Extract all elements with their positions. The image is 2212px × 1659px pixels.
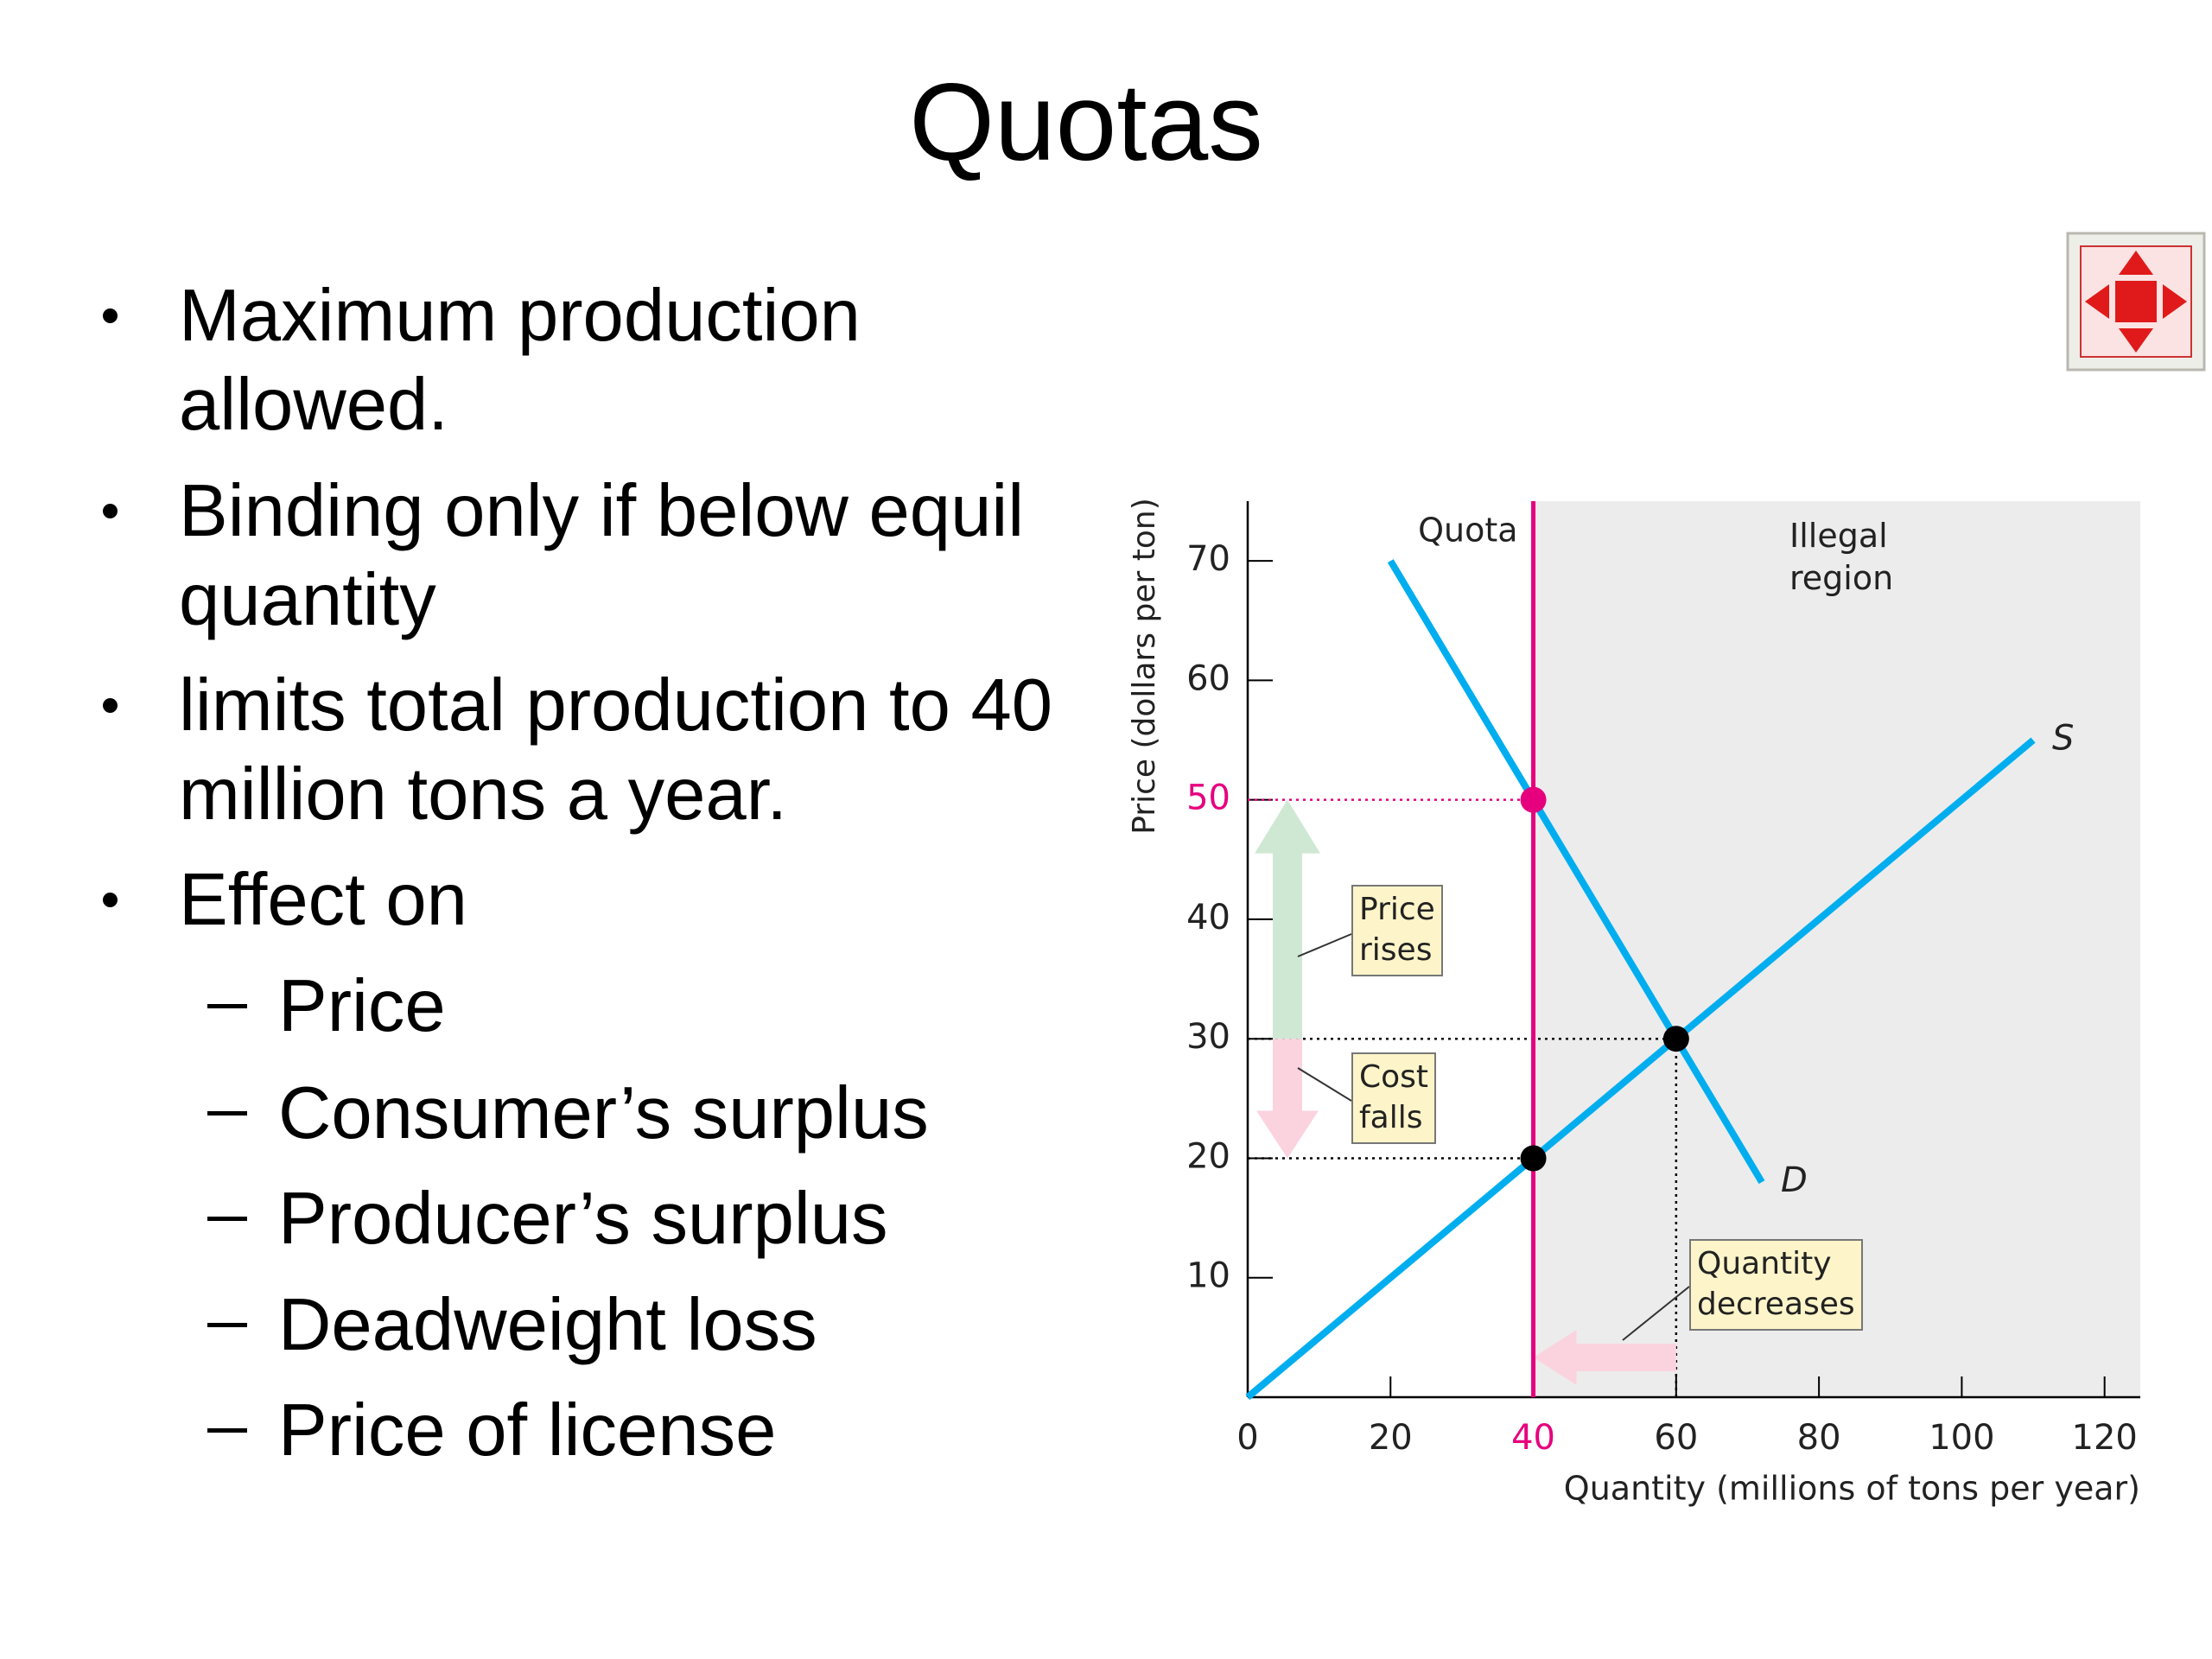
leader-line — [1622, 1286, 1690, 1341]
x-tick-label: 20 — [1369, 1418, 1413, 1458]
y-axis-label: Price (dollars per ton) — [1127, 498, 1162, 835]
y-tick-label: 70 — [1186, 539, 1230, 579]
x-tick-label: 80 — [1797, 1418, 1841, 1458]
curve-label: D — [1781, 1160, 1808, 1200]
curve — [1245, 737, 2036, 1401]
change-arrow — [1255, 799, 1320, 1039]
y-tick-label: 60 — [1186, 658, 1230, 698]
y-tick-label: 20 — [1186, 1136, 1230, 1176]
bullet-marker — [103, 308, 118, 323]
curve-label: S — [2052, 719, 2074, 759]
annotation-box: Price rises — [1351, 885, 1443, 976]
x-tick-label: 100 — [1929, 1418, 1994, 1458]
expand-icon[interactable] — [2066, 232, 2206, 372]
leader-line — [1297, 1067, 1352, 1102]
sub-bullet-item: Price of license — [207, 1386, 1185, 1475]
change-arrow — [1256, 1039, 1319, 1159]
y-tick-label: 40 — [1186, 898, 1230, 938]
bullet-marker — [103, 893, 118, 907]
y-tick-label: 10 — [1186, 1256, 1230, 1296]
bullet-item: Maximum production allowed. — [103, 271, 1086, 449]
illegal-region-label: Illegal region — [1789, 517, 1894, 598]
slide-title: Quotas — [909, 60, 1263, 183]
quota-point — [1520, 786, 1547, 813]
y-tick-label: 50 — [1186, 779, 1230, 818]
leader-line — [1297, 933, 1352, 957]
sub-bullet-item: Consumer’s surplus — [207, 1069, 1185, 1158]
equilibrium-point — [1662, 1026, 1689, 1052]
annotation-box: Cost falls — [1351, 1052, 1437, 1144]
sub-bullet-marker — [207, 1004, 247, 1008]
bullet-item: Binding only if below equil quantity — [103, 467, 1086, 645]
quota-label: Quota — [1418, 512, 1517, 550]
y-tick-label: 30 — [1186, 1017, 1230, 1057]
sub-bullet-item: Producer’s surplus — [207, 1174, 1185, 1263]
sub-bullet-item: Deadweight loss — [207, 1281, 1185, 1370]
sub-bullet-item: Price — [207, 962, 1185, 1051]
bullet-item: limits total production to 40 million to… — [103, 661, 1086, 839]
x-tick-label: 60 — [1654, 1418, 1698, 1458]
bullet-marker — [103, 698, 118, 713]
change-arrow — [1533, 1330, 1676, 1385]
x-axis-label: Quantity (millions of tons per year) — [1564, 1470, 2140, 1508]
x-tick-label: 0 — [1236, 1418, 1258, 1458]
x-tick-label: 40 — [1511, 1418, 1555, 1458]
x-tick-label: 120 — [2072, 1418, 2138, 1458]
annotation-box: Quantity decreases — [1689, 1239, 1863, 1331]
sub-bullet-marker — [207, 1111, 247, 1116]
bullet-marker — [103, 504, 118, 518]
sub-bullet-marker — [207, 1217, 247, 1221]
bullet-item: Effect on — [103, 855, 1086, 944]
sub-bullet-marker — [207, 1428, 247, 1433]
curve — [1387, 559, 1765, 1185]
sub-bullet-marker — [207, 1323, 247, 1327]
equilibrium-point — [1520, 1145, 1547, 1172]
